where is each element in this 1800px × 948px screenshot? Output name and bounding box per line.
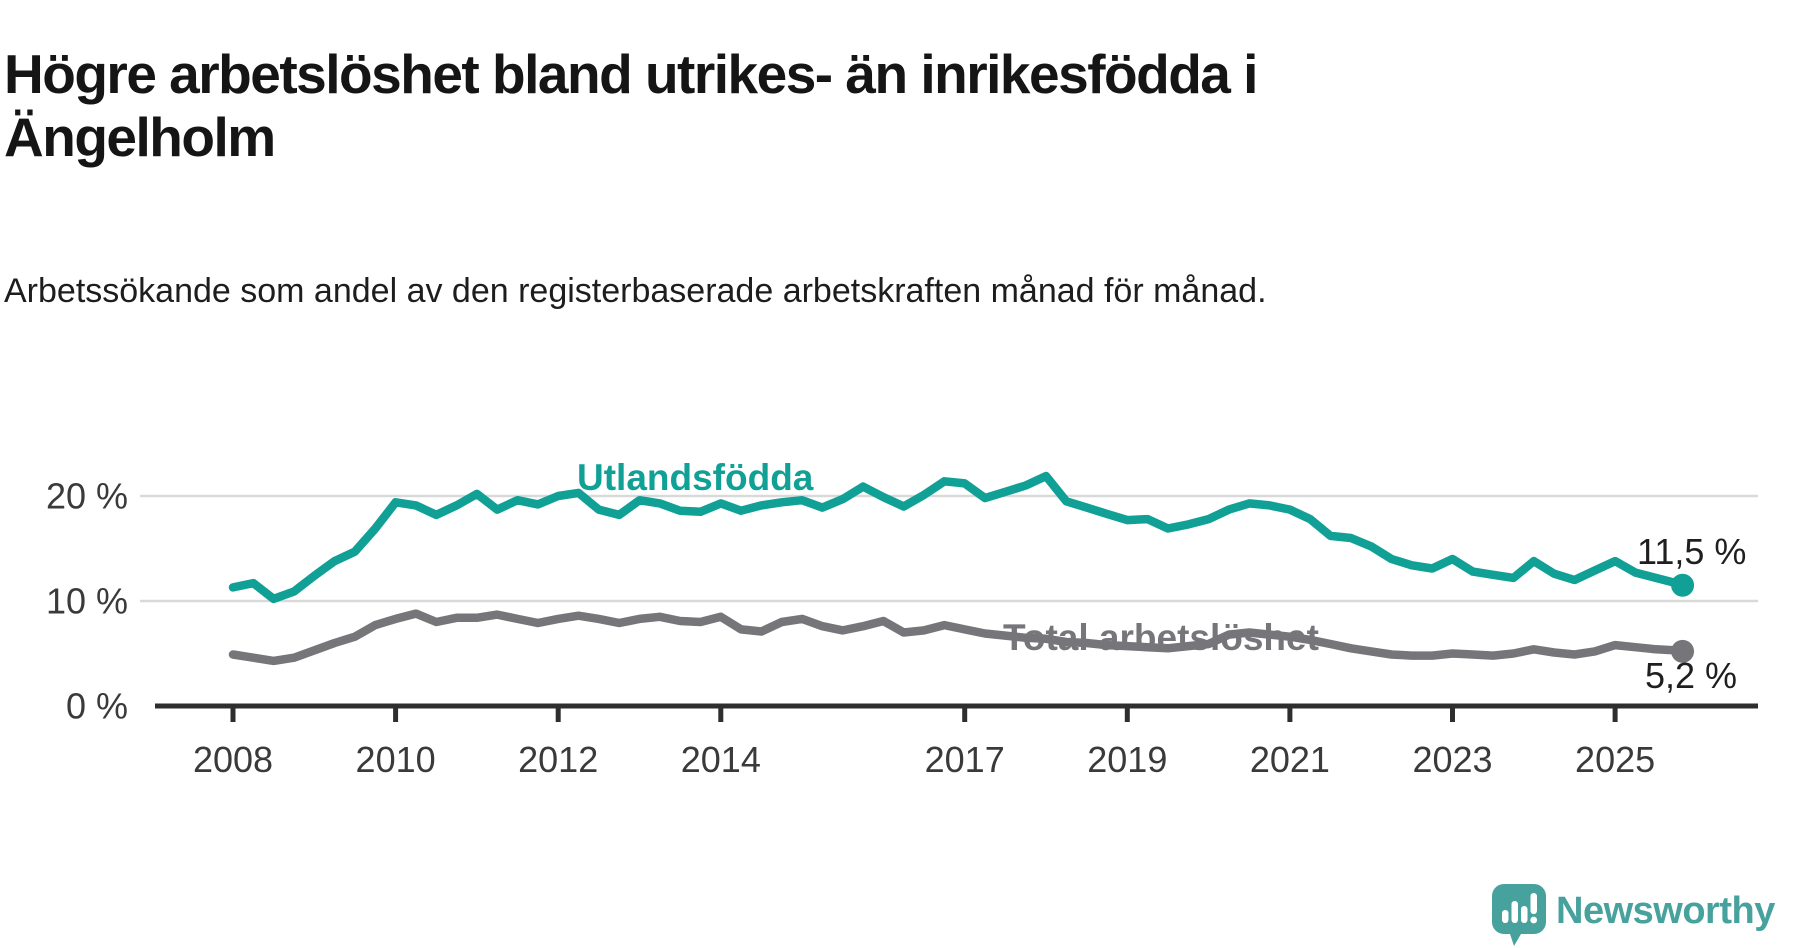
y-axis-label: 20 % [46,476,128,517]
series-end-dots [1671,573,1695,663]
x-axis-label: 2008 [193,739,273,780]
x-axis-label: 2025 [1575,739,1655,780]
logo-exclamation-dot [1530,916,1538,924]
series-label-total-arbetsloshet: Total arbetslöshet [1003,617,1319,658]
y-axis-label: 10 % [46,581,128,622]
x-axis-label: 2017 [925,739,1005,780]
x-axis-label: 2014 [681,739,761,780]
x-axis-label: 2012 [518,739,598,780]
end-value-label-utlandsfodda: 11,5 % [1637,531,1746,572]
logo-bar-medium [1521,906,1528,923]
x-axis-label: 2010 [356,739,436,780]
gridlines [140,494,1758,603]
end-dot-1 [1671,639,1695,663]
x-axis-label: 2023 [1412,739,1492,780]
x-axis-label: 2021 [1250,739,1330,780]
logo-bar-small [1502,910,1509,923]
logo-bar-tall [1511,901,1518,923]
y-axis-labels: 20 % 10 % 0 % [46,476,128,727]
chart-subtitle: Arbetssökande som andel av den registerb… [4,272,1267,310]
newsworthy-logo-icon [1492,884,1546,946]
x-axis-label: 2019 [1087,739,1167,780]
end-value-label-total: 5,2 % [1645,655,1737,696]
series-lines [228,471,1687,666]
end-dot-0 [1671,573,1695,597]
series-line-1 [228,609,1687,666]
series-line-0 [228,471,1687,604]
series-label-utlandsfodda: Utlandsfödda [577,457,814,498]
chart-title: Högre arbetslöshet bland utrikes- än inr… [4,42,1258,168]
newsworthy-logo-text: Newsworthy [1556,890,1775,932]
logo-exclamation-bar [1530,893,1537,914]
y-axis-label: 0 % [66,686,128,727]
x-axis-ticks: 2008 2010 2012 2014 2017 2019 2021 2023 2025 [193,706,1655,780]
